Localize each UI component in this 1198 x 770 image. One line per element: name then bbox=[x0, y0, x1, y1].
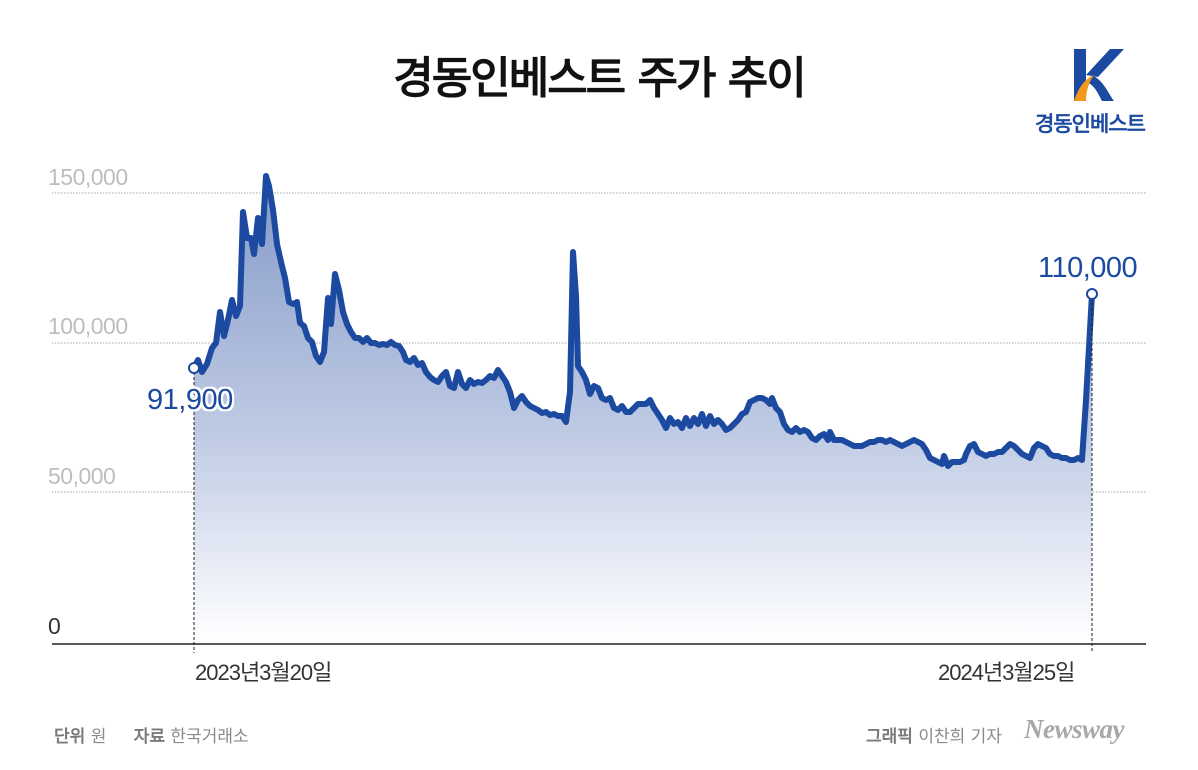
k-logo-icon bbox=[1074, 49, 1124, 101]
graphic-value: 이찬희 기자 bbox=[918, 727, 1002, 747]
y-tick-50000: 50,000 bbox=[48, 463, 116, 489]
y-tick-0: 0 bbox=[48, 613, 61, 639]
chart-title: 경동인베스트 주가 추이 bbox=[393, 53, 806, 104]
x-label-start: 2023년3월20일 bbox=[195, 660, 332, 685]
unit-value: 원 bbox=[90, 727, 107, 747]
unit-label: 단위 bbox=[54, 727, 86, 747]
y-tick-100000: 100,000 bbox=[48, 313, 128, 339]
start-point-marker bbox=[188, 362, 200, 374]
price-area bbox=[194, 176, 1092, 644]
end-value-label: 110,000 bbox=[1038, 252, 1138, 284]
x-label-end: 2024년3월25일 bbox=[938, 660, 1075, 685]
logo-text: 경동인베스트 bbox=[1035, 112, 1146, 136]
footer-credit: 그래픽 이찬희 기자 bbox=[866, 722, 1002, 747]
source-label: 자료 bbox=[133, 727, 166, 747]
newsway-logo: Newsway bbox=[1024, 714, 1125, 744]
price-line bbox=[191, 173, 1095, 469]
source-value: 한국거래소 bbox=[170, 727, 249, 747]
footer-source: 단위 원 자료 한국거래소 bbox=[54, 722, 249, 747]
company-logo: 경동인베스트 bbox=[1020, 40, 1160, 140]
start-value-label: 91,900 bbox=[147, 384, 233, 416]
end-point-marker bbox=[1086, 288, 1098, 300]
graphic-label: 그래픽 bbox=[866, 727, 913, 747]
y-tick-150000: 150,000 bbox=[48, 164, 128, 190]
